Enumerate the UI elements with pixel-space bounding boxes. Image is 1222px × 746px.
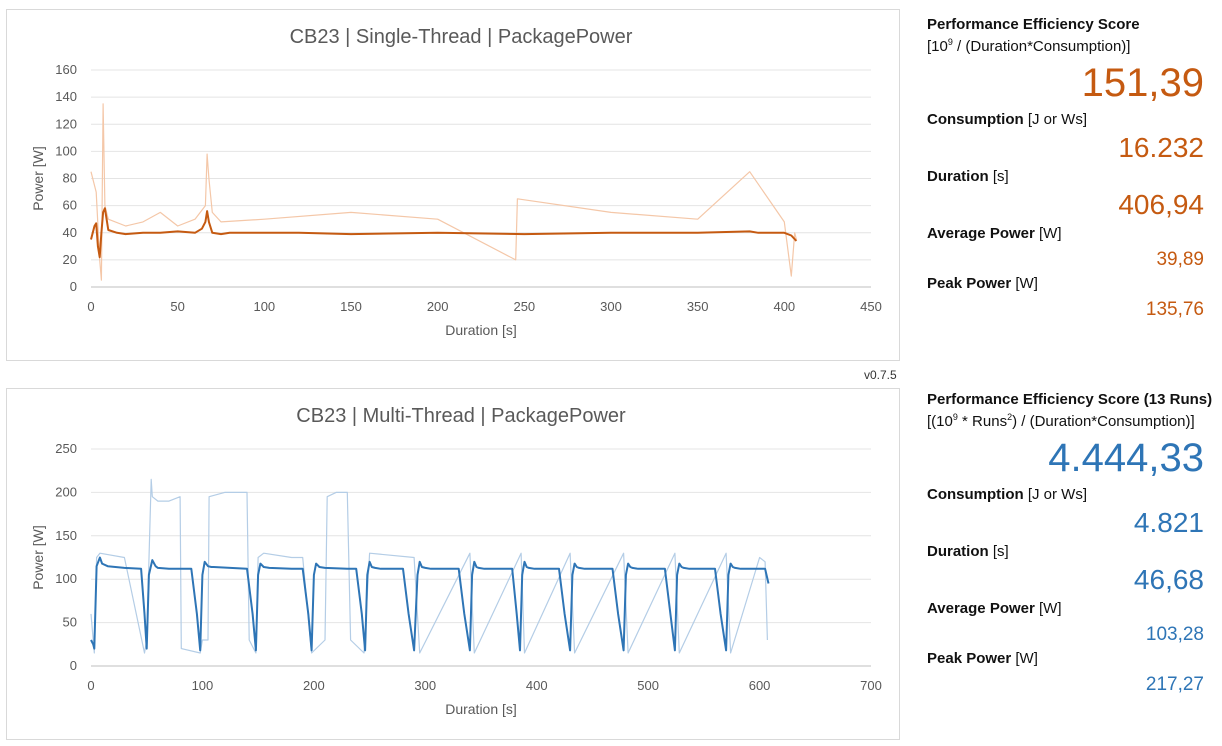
duration-value: 406,94 xyxy=(1118,189,1204,220)
y-tick-label: 20 xyxy=(63,252,77,267)
y-axis-label: Power [W] xyxy=(30,525,46,590)
y-tick-label: 150 xyxy=(55,528,77,543)
series-line-smoothed xyxy=(90,207,798,259)
version-label: v0.7.5 xyxy=(864,368,897,382)
score-formula: [(109 * Runs2) / (Duration*Consumption)] xyxy=(927,412,1195,430)
duration-label: Duration [s] xyxy=(927,543,1009,560)
y-tick-label: 160 xyxy=(55,62,77,77)
consumption-value: 4.821 xyxy=(1133,507,1204,538)
x-tick-label: 700 xyxy=(860,678,882,693)
y-tick-label: 60 xyxy=(63,198,77,213)
y-tick-label: 200 xyxy=(55,484,77,499)
x-tick-label: 300 xyxy=(414,678,436,693)
x-tick-label: 100 xyxy=(253,299,275,314)
x-tick-label: 500 xyxy=(637,678,659,693)
x-tick-label: 350 xyxy=(687,299,709,314)
multi-thread-chart-panel: CB23 | Multi-Thread | PackagePower 0 50 100… xyxy=(6,388,900,740)
average-power-value: 39,89 xyxy=(1156,249,1204,270)
y-tick-label: 100 xyxy=(55,571,77,586)
x-tick-label: 250 xyxy=(513,299,535,314)
y-tick-label: 100 xyxy=(55,143,77,158)
y-tick-label: 0 xyxy=(70,279,77,294)
x-tick-label: 400 xyxy=(526,678,548,693)
average-power-value: 103,28 xyxy=(1145,624,1204,645)
score-value: 151,39 xyxy=(1081,61,1204,105)
y-tick-label: 40 xyxy=(63,225,77,240)
x-tick-label: 50 xyxy=(170,299,184,314)
y-tick-label: 120 xyxy=(55,116,77,131)
x-tick-label: 0 xyxy=(87,299,94,314)
y-tick-label: 250 xyxy=(55,441,77,456)
score-label: Performance Efficiency Score xyxy=(927,16,1140,33)
series-line-smoothed xyxy=(90,556,770,652)
x-tick-label: 300 xyxy=(600,299,622,314)
y-tick-label: 140 xyxy=(55,89,77,104)
score-value: 4.444,33 xyxy=(1048,436,1204,480)
chart-title: CB23 | Multi-Thread | PackagePower xyxy=(296,405,626,427)
x-tick-label: 400 xyxy=(773,299,795,314)
y-tick-label: 0 xyxy=(70,658,77,673)
single-thread-stats: Performance Efficiency Score [109 / (Dur… xyxy=(927,16,1222,325)
y-tick-label: 50 xyxy=(63,615,77,630)
peak-power-value: 217,27 xyxy=(1145,674,1204,695)
score-label: Performance Efficiency Score (13 Runs) xyxy=(927,391,1213,408)
consumption-value: 16.232 xyxy=(1118,132,1204,163)
score-formula: [109 / (Duration*Consumption)] xyxy=(927,37,1131,55)
x-tick-label: 0 xyxy=(87,678,94,693)
y-axis-label: Power [W] xyxy=(30,146,46,211)
series-line-raw xyxy=(90,103,797,281)
x-tick-label: 200 xyxy=(427,299,449,314)
x-axis-label: Duration [s] xyxy=(445,322,517,338)
multi-thread-stats: Performance Efficiency Score (13 Runs) [… xyxy=(927,391,1222,700)
x-tick-label: 600 xyxy=(749,678,771,693)
duration-value: 46,68 xyxy=(1133,564,1204,595)
average-power-label: Average Power [W] xyxy=(927,225,1062,242)
peak-power-value: 135,76 xyxy=(1145,299,1204,320)
y-tick-label: 80 xyxy=(63,171,77,186)
x-tick-label: 450 xyxy=(860,299,882,314)
peak-power-label: Peak Power [W] xyxy=(927,275,1038,292)
chart-title: CB23 | Single-Thread | PackagePower xyxy=(290,26,633,48)
average-power-label: Average Power [W] xyxy=(927,600,1062,617)
peak-power-label: Peak Power [W] xyxy=(927,650,1038,667)
consumption-label: Consumption [J or Ws] xyxy=(927,486,1087,503)
x-tick-label: 200 xyxy=(303,678,325,693)
single-thread-chart-panel: CB23 | Single-Thread | PackagePower 0 20 40… xyxy=(6,9,900,361)
x-axis-label: Duration [s] xyxy=(445,701,517,717)
x-tick-label: 100 xyxy=(192,678,214,693)
consumption-label: Consumption [J or Ws] xyxy=(927,111,1087,128)
series-line-raw xyxy=(90,478,768,654)
multi-thread-chart: CB23 | Multi-Thread | PackagePower 0 50 100… xyxy=(30,405,882,717)
duration-label: Duration [s] xyxy=(927,168,1009,185)
single-thread-chart: CB23 | Single-Thread | PackagePower 0 20 40… xyxy=(30,26,882,338)
x-tick-label: 150 xyxy=(340,299,362,314)
